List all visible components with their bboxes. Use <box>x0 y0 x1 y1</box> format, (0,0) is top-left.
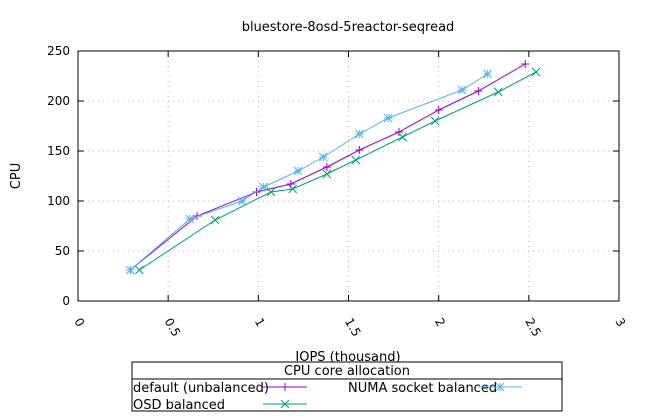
legend-samples <box>263 382 522 409</box>
x-tick-label: 3 <box>612 316 628 330</box>
y-tick-label: 250 <box>47 44 70 58</box>
data-point <box>288 184 297 194</box>
data-point <box>354 129 364 139</box>
series-line <box>129 63 526 271</box>
series-group <box>125 60 541 275</box>
legend-marker <box>280 399 290 409</box>
data-point <box>493 87 503 97</box>
legend-label-osd: OSD balanced <box>133 398 225 413</box>
legend-marker <box>495 382 505 392</box>
data-point <box>259 182 269 192</box>
data-point <box>383 113 393 123</box>
data-point <box>483 69 492 79</box>
series-2 <box>134 67 541 275</box>
data-point <box>398 132 407 142</box>
data-point <box>125 265 135 275</box>
legend-title: CPU core allocation <box>284 364 410 379</box>
x-axis-label: IOPS (thousand) <box>295 350 400 365</box>
series-0 <box>126 60 530 274</box>
y-tick-label: 50 <box>55 244 70 258</box>
data-point <box>237 196 247 206</box>
series-line <box>139 71 537 271</box>
y-tick-label: 0 <box>62 294 70 308</box>
data-point <box>266 187 276 197</box>
data-point <box>531 67 541 77</box>
data-point <box>293 166 303 176</box>
y-tick-label: 100 <box>47 194 70 208</box>
x-tick-label: 2.5 <box>522 316 544 340</box>
legend: CPU core allocation default (unbalanced)… <box>131 361 563 413</box>
legend-label-numa: NUMA socket balanced <box>348 381 497 396</box>
data-point <box>318 152 328 162</box>
data-point <box>210 215 220 225</box>
y-axis-label: CPU <box>9 163 24 189</box>
chart-title: bluestore-8osd-5reactor-seqread <box>242 20 455 35</box>
x-tick-label: 1.5 <box>342 316 364 340</box>
x-tick-label: 0 <box>71 316 87 330</box>
series-line <box>129 73 488 271</box>
legend-label-default: default (unbalanced) <box>133 381 269 396</box>
data-point <box>430 116 440 126</box>
data-point <box>351 155 361 165</box>
data-point <box>134 265 144 275</box>
ticks: 0 0.5 1 1.5 2 2.5 3 0 50 100 150 200 250 <box>47 44 628 339</box>
x-tick-label: 0.5 <box>162 316 184 340</box>
grid <box>78 51 619 301</box>
data-point <box>457 85 467 95</box>
data-point <box>322 169 332 179</box>
y-tick-label: 150 <box>47 144 70 158</box>
series-1 <box>125 69 492 275</box>
y-tick-label: 200 <box>47 94 70 108</box>
x-tick-label: 2 <box>432 316 448 330</box>
data-point <box>185 214 195 224</box>
x-tick-label: 1 <box>252 316 268 330</box>
